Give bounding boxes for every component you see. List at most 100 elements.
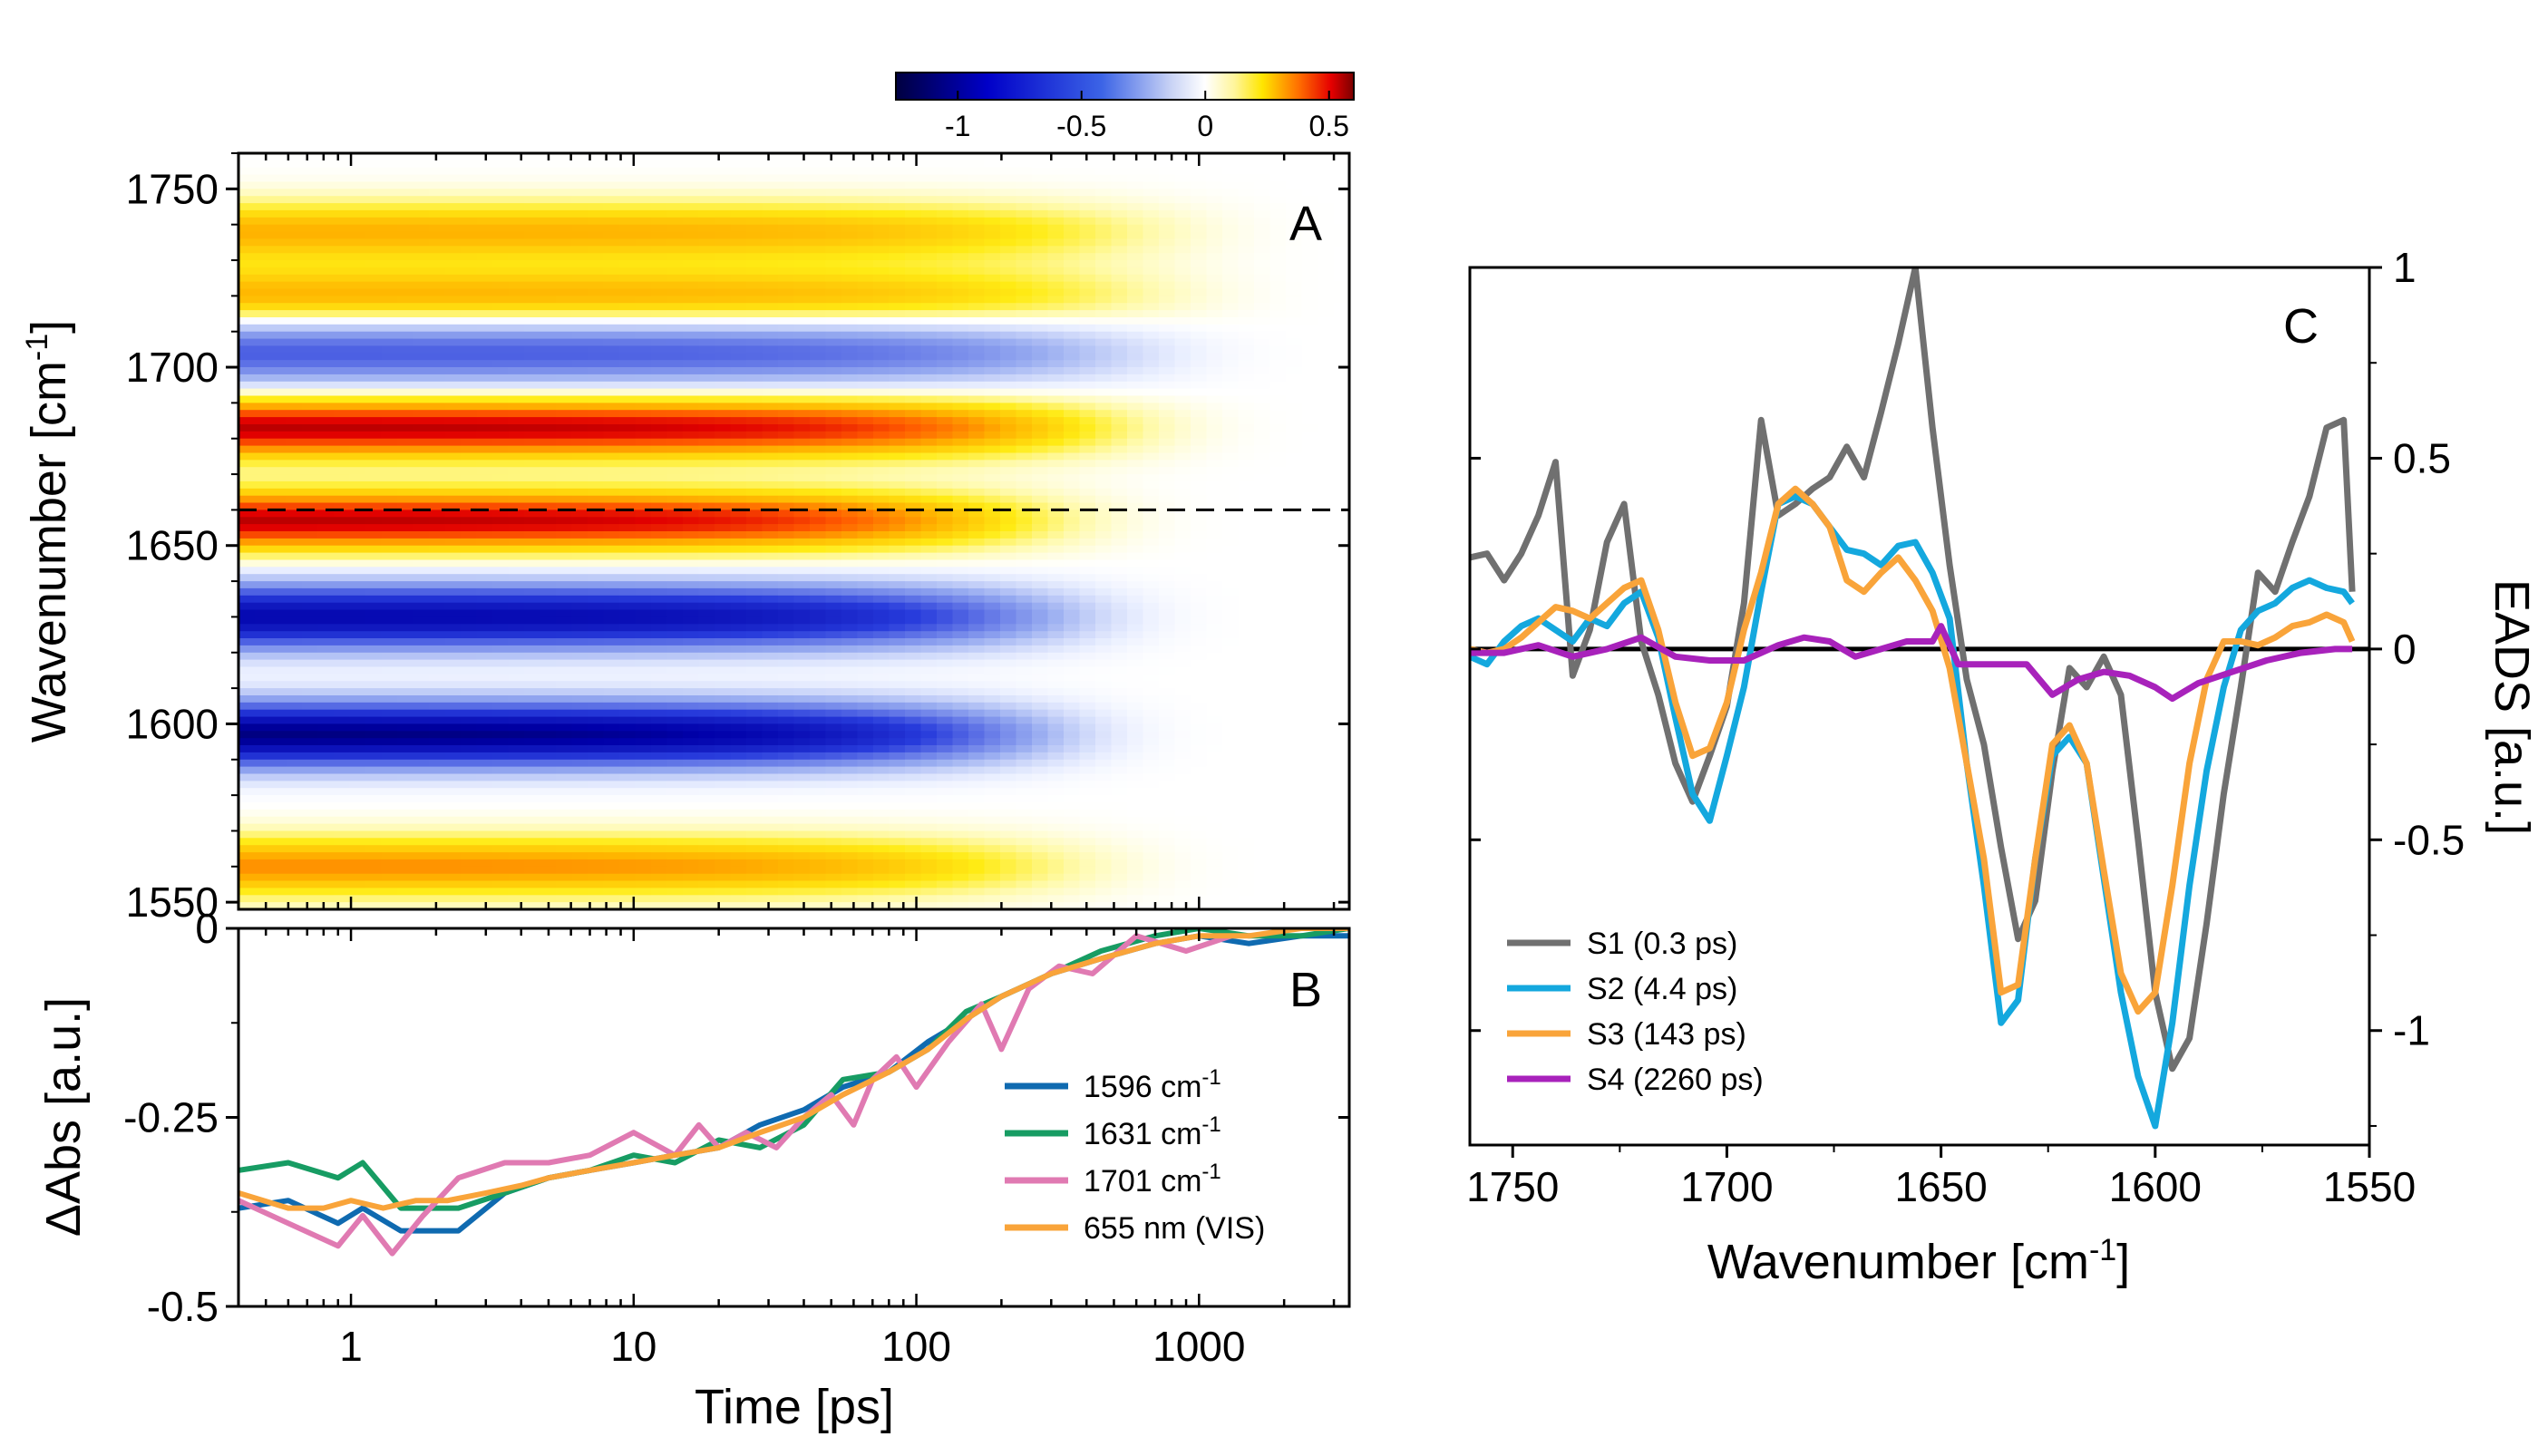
heatmap-cell <box>968 859 986 868</box>
heatmap-cell <box>715 852 732 860</box>
heatmap-cell <box>762 317 779 325</box>
heatmap-cell <box>588 602 605 611</box>
heatmap-cell <box>302 153 319 161</box>
heatmap-cell <box>444 552 462 561</box>
heatmap-cell <box>937 467 954 476</box>
heatmap-cell <box>920 510 938 519</box>
heatmap-cell <box>635 602 652 611</box>
heatmap-cell <box>698 631 715 640</box>
heatmap-cell <box>413 374 430 383</box>
heatmap-cell <box>825 367 842 375</box>
heatmap-cell <box>317 395 335 404</box>
heatmap-cell <box>810 559 827 568</box>
heatmap-cell <box>635 238 652 248</box>
heatmap-cell <box>286 845 303 854</box>
heatmap-cell <box>920 859 938 868</box>
heatmap-cell <box>588 253 605 262</box>
heatmap-cell <box>508 602 525 611</box>
heatmap-cell <box>571 567 588 576</box>
heatmap-cell <box>635 480 652 490</box>
heatmap-cell <box>444 816 462 825</box>
heatmap-cell <box>238 723 256 733</box>
heatmap-cell <box>397 160 414 169</box>
heatmap-cell <box>603 338 620 347</box>
heatmap-cell <box>588 773 605 782</box>
heatmap-cell <box>968 888 986 897</box>
heatmap-cell <box>429 888 446 897</box>
heatmap-cell <box>508 395 525 404</box>
heatmap-cell <box>651 587 668 597</box>
heatmap-cell <box>461 738 478 747</box>
heatmap-cell <box>730 260 747 268</box>
heatmap-cell <box>635 852 652 860</box>
heatmap-cell <box>683 552 700 561</box>
heatmap-cell <box>540 709 557 718</box>
heatmap-cell <box>429 802 446 811</box>
heatmap-cell <box>920 495 938 504</box>
heatmap-cell <box>825 431 842 440</box>
heatmap-cell <box>381 638 398 646</box>
heatmap-cell <box>666 480 684 490</box>
heatmap-cell <box>508 331 525 340</box>
heatmap-cell <box>492 666 510 675</box>
heatmap-cell <box>937 852 954 860</box>
heatmap-cell <box>730 353 747 362</box>
heatmap-cell <box>603 773 620 782</box>
heatmap-cell <box>461 438 478 447</box>
heatmap-cell <box>619 838 637 847</box>
heatmap-cell <box>508 745 525 753</box>
heatmap-cell <box>905 452 922 461</box>
heatmap-cell <box>476 816 493 825</box>
heatmap-cell <box>937 688 954 696</box>
heatmap-cell <box>508 695 525 704</box>
heatmap-cell <box>715 303 732 312</box>
heatmap-cell <box>397 738 414 747</box>
heatmap-cell <box>683 631 700 640</box>
heatmap-cell <box>540 531 557 539</box>
heatmap-cell <box>270 331 287 340</box>
heatmap-cell <box>825 738 842 747</box>
heatmap-cell <box>905 153 922 161</box>
heatmap-cell <box>841 410 859 419</box>
heatmap-cell <box>873 167 890 176</box>
heatmap-cell <box>778 203 795 211</box>
heatmap-cell <box>524 552 541 561</box>
heatmap-cell <box>841 231 859 240</box>
heatmap-cell <box>841 866 859 875</box>
heatmap-cell <box>968 317 986 325</box>
heatmap-cell <box>952 353 969 362</box>
heatmap-cell <box>571 238 588 248</box>
heatmap-cell <box>524 524 541 532</box>
heatmap-cell <box>365 602 383 611</box>
heatmap-cell <box>651 438 668 447</box>
heatmap-cell <box>968 189 986 198</box>
heatmap-cell <box>334 802 351 811</box>
heatmap-cell <box>444 267 462 276</box>
heatmap-cell <box>381 631 398 640</box>
heatmap-cell <box>666 410 684 419</box>
heatmap-cell <box>492 495 510 504</box>
heatmap-cell <box>254 788 271 797</box>
heatmap-cell <box>349 659 366 668</box>
heatmap-cell <box>762 545 779 554</box>
heatmap-cell <box>730 296 747 305</box>
heatmap-cell <box>286 217 303 226</box>
heatmap-cell <box>588 495 605 504</box>
heatmap-cell <box>413 602 430 611</box>
heatmap-cell <box>635 581 652 589</box>
heatmap-cell <box>793 531 811 539</box>
heatmap-cell <box>746 460 763 469</box>
heatmap-cell <box>937 816 954 825</box>
heatmap-cell <box>571 467 588 476</box>
heatmap-cell <box>793 324 811 333</box>
heatmap-cell <box>841 895 859 904</box>
heatmap-cell <box>952 773 969 782</box>
heatmap-cell <box>238 631 256 640</box>
heatmap-cell <box>683 852 700 860</box>
heatmap-cell <box>952 452 969 461</box>
heatmap-cell <box>698 545 715 554</box>
heatmap-cell <box>603 809 620 818</box>
heatmap-cell <box>683 745 700 753</box>
heatmap-cell <box>540 652 557 661</box>
heatmap-cell <box>619 752 637 761</box>
